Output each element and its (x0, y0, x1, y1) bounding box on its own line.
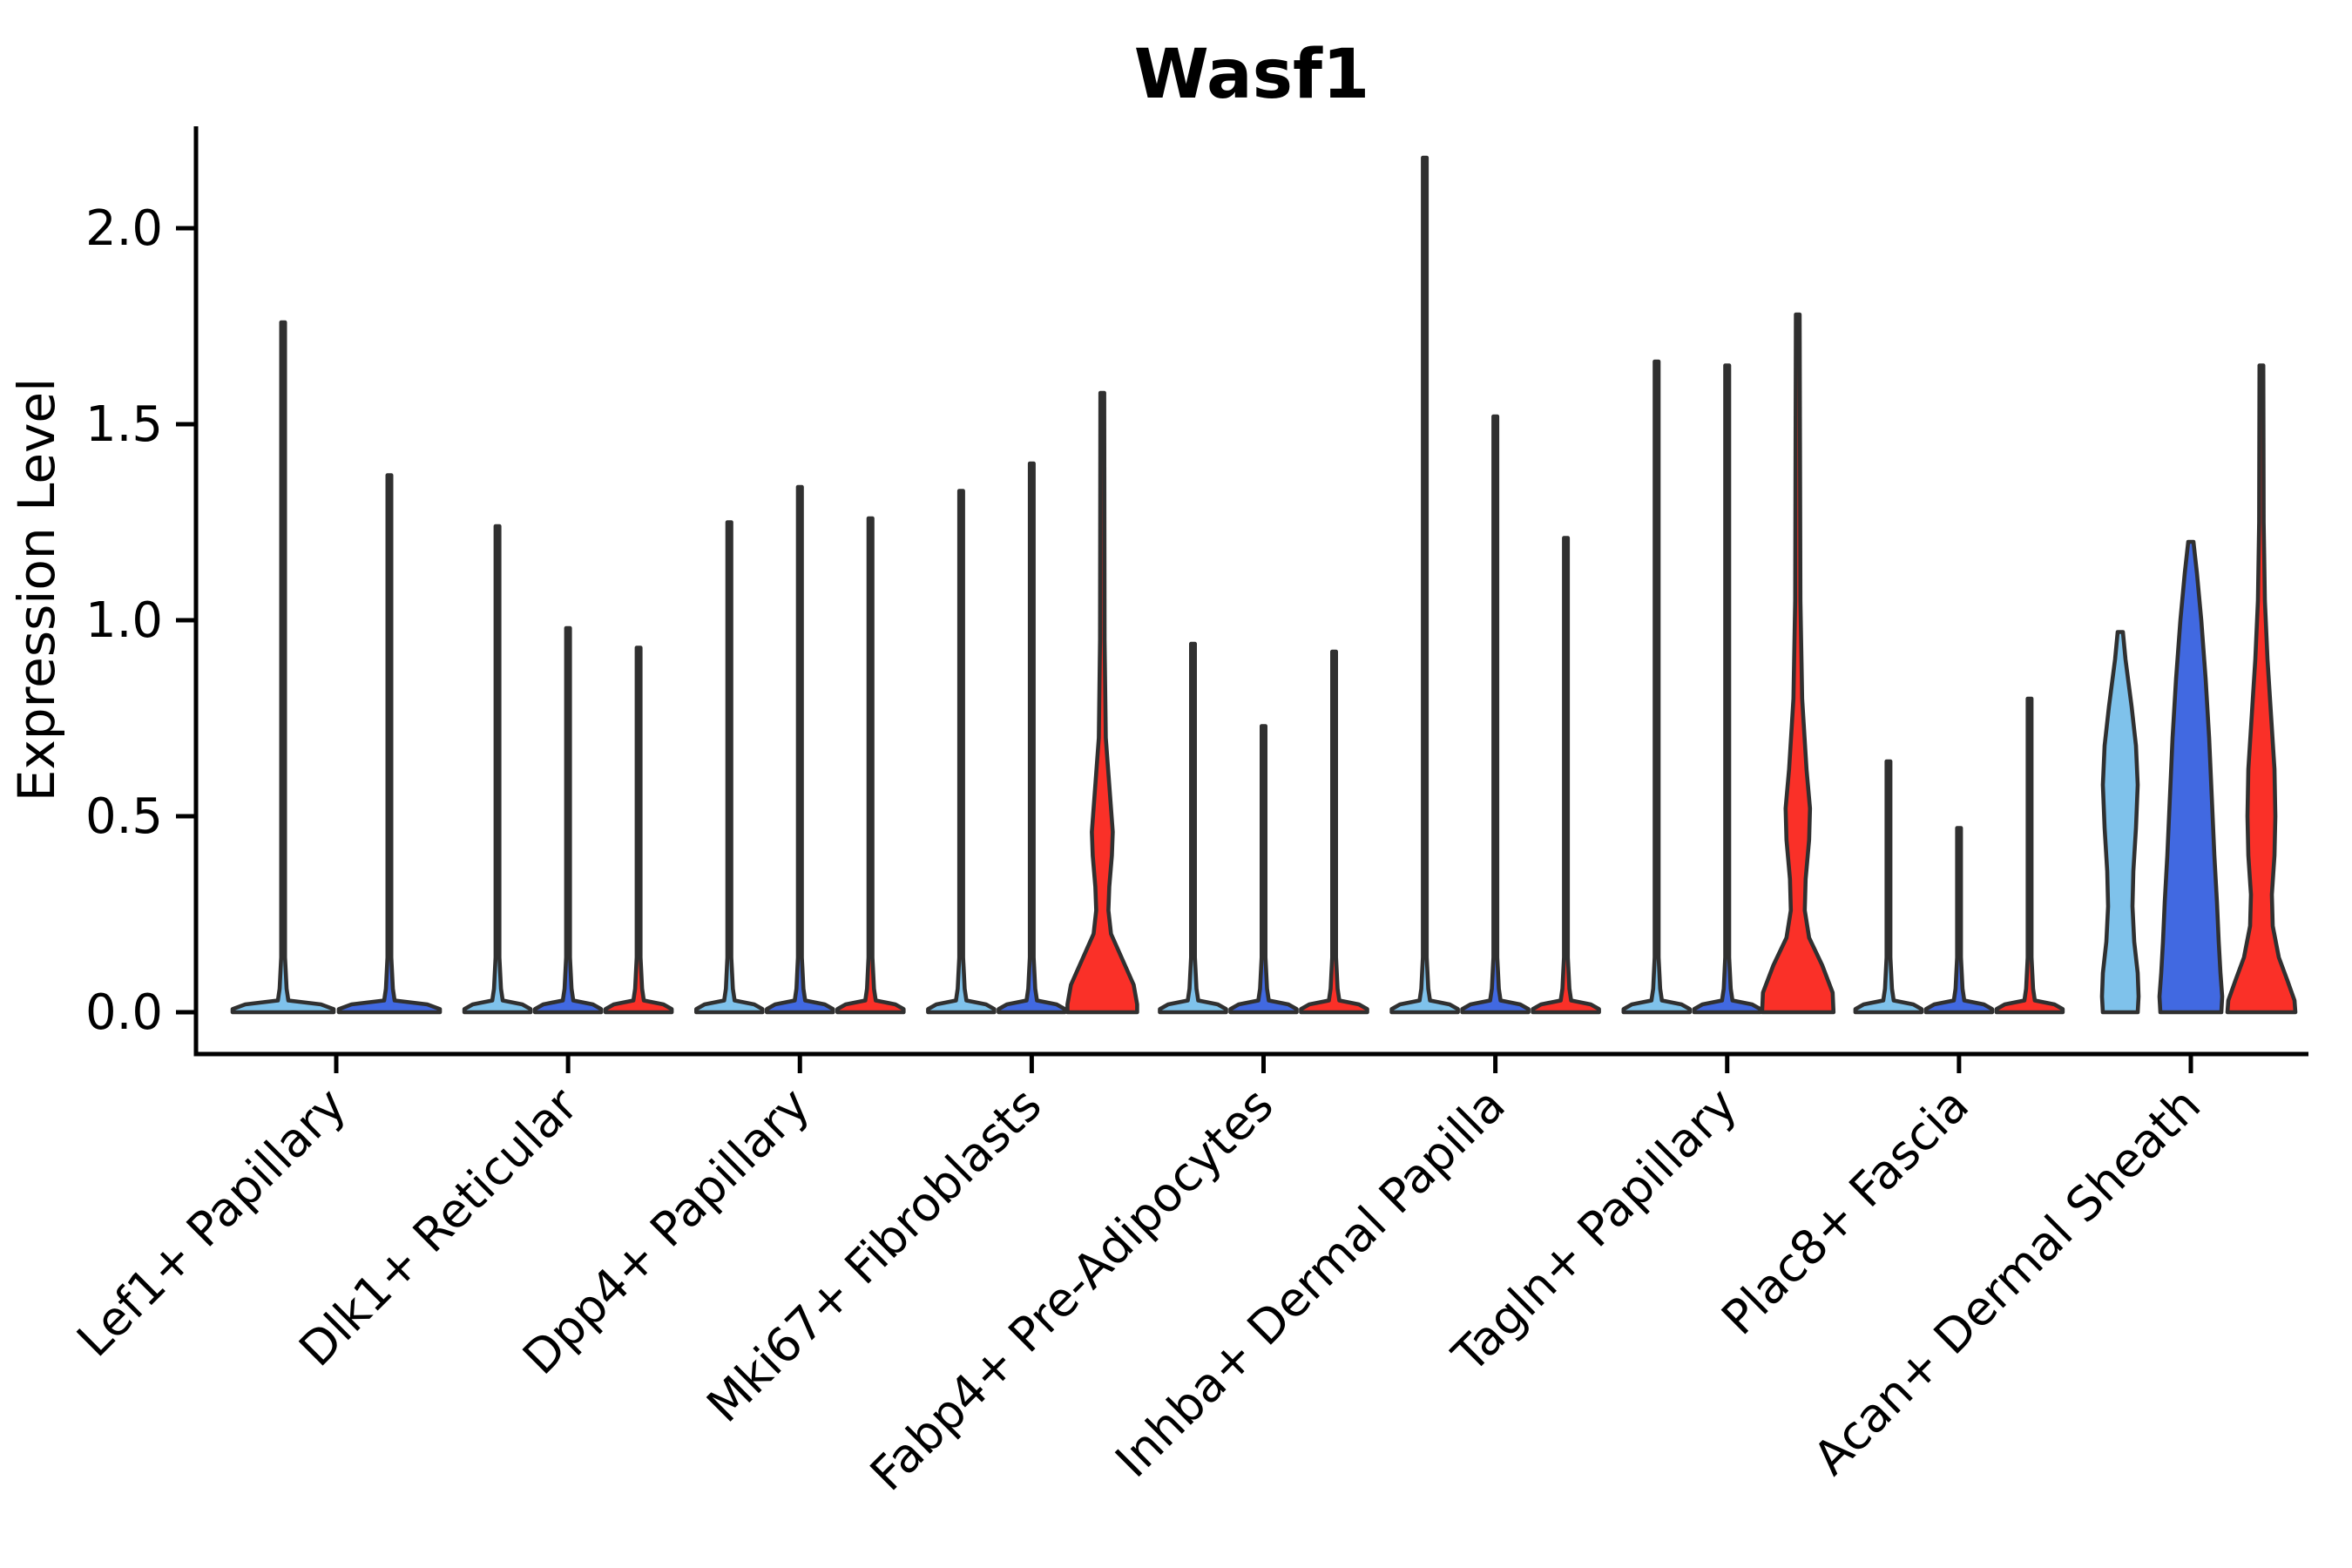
violin-spike (462, 524, 533, 1015)
violin-body (2157, 539, 2225, 1015)
violin-spike (230, 320, 336, 1015)
x-tick-label: Plac8+ Fascia (1711, 1078, 1979, 1346)
violin-spike (1389, 155, 1460, 1015)
violin-spike (1853, 759, 1924, 1015)
violin-spike (1228, 724, 1299, 1015)
violin-spike (603, 645, 674, 1015)
violin-body (1760, 312, 1836, 1015)
violin-spike (997, 461, 1067, 1015)
x-tick-label: Acan+ Dermal Sheath (1803, 1078, 2211, 1485)
violin-spike (1158, 641, 1228, 1015)
violin-spike (1460, 414, 1531, 1015)
violin-spike (1531, 536, 1601, 1015)
y-axis-title: Expression Level (7, 378, 66, 801)
violin-spike (835, 516, 906, 1015)
violin-spike (1299, 649, 1369, 1015)
violin-spike (765, 484, 835, 1015)
y-tick-label: 0.5 (85, 788, 163, 845)
x-tick-label: Fabp4+ Pre-Adipocytes (860, 1078, 1284, 1502)
violin-spike (1692, 363, 1763, 1015)
x-tick-label: Inhba+ Dermal Papilla (1105, 1078, 1515, 1488)
violin-spike (336, 473, 443, 1015)
violin-body (2099, 630, 2141, 1015)
violin-spike (926, 489, 997, 1015)
violin-body (2225, 363, 2298, 1015)
violin-spike (1923, 826, 1995, 1015)
y-tick-label: 0.0 (85, 984, 163, 1041)
violin-spike (532, 625, 604, 1015)
violin-body (1065, 390, 1139, 1015)
violin-spike (694, 520, 765, 1015)
chart-title: Wasf1 (1134, 36, 1370, 114)
axes (176, 126, 2308, 1073)
y-tick-label: 1.0 (85, 592, 163, 649)
violin-spike (1994, 696, 2065, 1015)
violins (230, 155, 2298, 1015)
y-tick-label: 1.5 (85, 396, 163, 453)
violin-spike (1621, 359, 1693, 1015)
y-tick-label: 2.0 (85, 200, 163, 257)
